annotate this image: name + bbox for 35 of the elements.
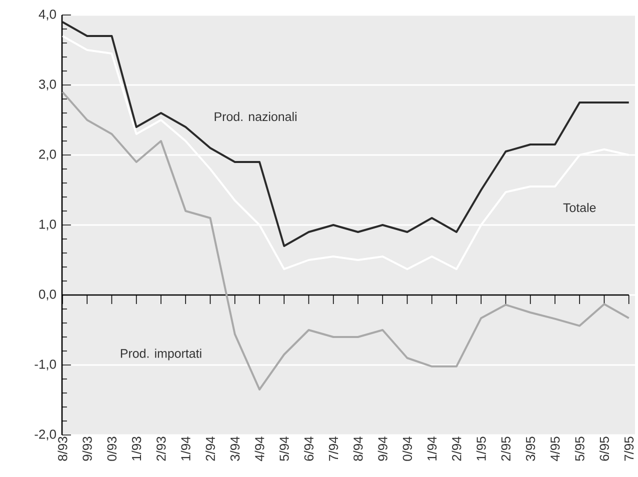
y-tick-label: 2,0 [39, 150, 56, 160]
x-tick-label: 7/95 [624, 436, 634, 461]
x-tick-label: 5/95 [574, 436, 584, 461]
x-tick-label: 3/94 [230, 436, 240, 461]
x-tick-label: 9/93 [82, 436, 92, 461]
x-tick-label: 1/94 [180, 436, 190, 460]
x-tick-label: 2/95 [500, 436, 510, 461]
x-tick-label: 0/94 [402, 436, 412, 461]
x-tick-label: 6/94 [304, 436, 314, 461]
x-tick-label: 2/94 [205, 436, 215, 461]
x-tick-label: 9/94 [378, 436, 388, 461]
x-tick-label: 8/93 [58, 436, 68, 461]
y-tick-label: -2,0 [34, 430, 56, 440]
x-tick-label: 3/95 [526, 436, 536, 461]
y-tick-label: 4,0 [38, 10, 56, 20]
x-tick-label: 7/94 [328, 436, 338, 461]
x-tick-label: 1/94 [427, 436, 437, 460]
x-tick-label: 2/93 [156, 436, 166, 461]
x-tick-label: 1/93 [132, 436, 142, 460]
x-tick-label: 5/94 [279, 436, 289, 461]
y-tick-label: -1,0 [34, 360, 56, 370]
y-tick-label: 1,0 [39, 220, 56, 230]
text: Prod. importati [120, 348, 202, 360]
series-label: Prod. nazionali [214, 112, 296, 122]
line-series [61, 90, 630, 390]
x-tick-label: 2/94 [452, 436, 462, 461]
series-label: Totale [563, 202, 596, 212]
x-tick-label: 4/94 [254, 436, 264, 462]
y-tick-label: 0,0 [38, 290, 56, 300]
x-tick-label: 1/95 [476, 436, 486, 460]
x-tick-label: 0/93 [106, 436, 116, 461]
x-tick-label: 6/95 [599, 436, 609, 461]
x-tick-label: 4/95 [550, 436, 560, 462]
y-tick-label: 3,0 [38, 80, 56, 90]
x-tick-label: 8/94 [353, 436, 363, 461]
